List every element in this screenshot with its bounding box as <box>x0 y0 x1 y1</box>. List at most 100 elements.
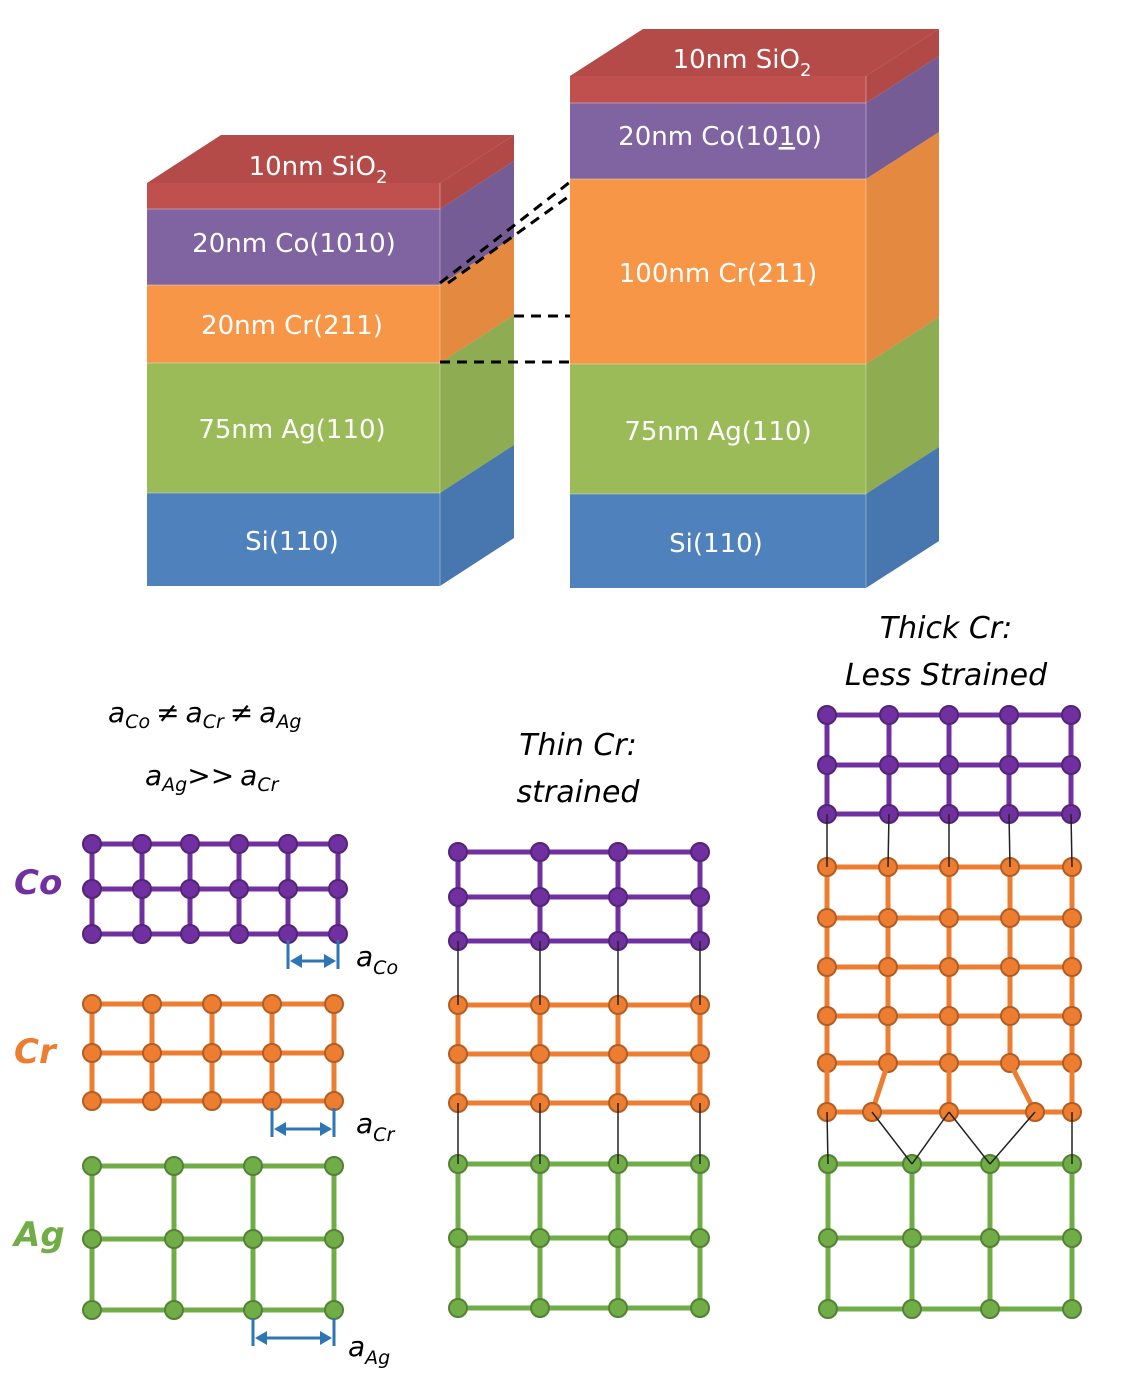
thin-co-lattice <box>448 842 710 951</box>
thick-cr-lattice-atom <box>878 908 898 928</box>
thick-co-lattice-atom <box>1061 705 1081 725</box>
thick-interface-bond <box>989 1111 1036 1165</box>
legend-ag-lattice-atom <box>82 1156 102 1176</box>
right-side-sio2 <box>866 29 939 103</box>
thick-interface-bond <box>871 1111 913 1165</box>
thick-co-lattice-atom <box>939 705 959 725</box>
thick-co-lattice <box>817 705 1081 824</box>
legend-cr-lattice-atom <box>262 1091 282 1111</box>
thin-ag-lattice <box>448 1154 710 1318</box>
thick-interface-bond <box>1008 813 1011 868</box>
legend-co-lattice-atom <box>82 879 102 899</box>
thick-co-lattice-atom <box>1061 755 1081 775</box>
left-layer-cr <box>147 285 440 363</box>
right-layer-sio2 <box>570 76 866 103</box>
legend-co-lattice-atom <box>180 879 200 899</box>
legend-cr-lattice-atom <box>82 1091 102 1111</box>
thick-cr-lattice-atom <box>939 957 959 977</box>
right-side-ag <box>866 317 939 494</box>
thick-ag-lattice-atom <box>818 1228 838 1248</box>
right-label-ag: 75nm Ag(110) <box>624 417 811 447</box>
thin-ag-lattice-atom <box>448 1298 468 1318</box>
thin-title-line2: strained <box>517 775 641 810</box>
thin-ag-lattice-atom <box>530 1298 550 1318</box>
thin-cr-lattice <box>448 995 710 1113</box>
legend-co-lattice-atom <box>278 879 298 899</box>
left-layer-ag <box>147 363 440 493</box>
legend-cr-lattice-atom <box>324 1043 344 1063</box>
thick-interface-bond <box>826 1111 829 1165</box>
right-side-cr <box>866 132 939 364</box>
thick-ag-lattice-atom <box>1062 1299 1082 1319</box>
legend-co-lattice-atom <box>229 879 249 899</box>
left-side-co <box>440 161 514 285</box>
arrow-a-co-head <box>290 954 302 968</box>
thick-cr-lattice-atom <box>878 957 898 977</box>
right-label-cr: 100nm Cr(211) <box>619 259 817 289</box>
legend-cr-lattice-atom <box>324 1091 344 1111</box>
thick-co-lattice-atom <box>879 755 899 775</box>
thin-co-lattice-atom <box>608 887 628 907</box>
left-label-co: 20nm Co(1010) <box>192 229 396 259</box>
right-label-sio2: 10nm SiO2 <box>673 45 812 81</box>
legend-co-lattice-atom <box>82 834 102 854</box>
thin-ag-lattice-atom <box>690 1228 710 1248</box>
thin-ag-lattice-atom <box>448 1228 468 1248</box>
left-side-si <box>440 445 514 586</box>
legend-co-lattice-atom <box>328 879 348 899</box>
thick-cr-lattice-atom <box>939 908 959 928</box>
right-top-face <box>570 29 939 76</box>
left-layer-co <box>147 209 440 285</box>
right-label-si: Si(110) <box>669 529 763 559</box>
legend-cr-lattice-atom <box>142 994 162 1014</box>
label-co: Co <box>14 863 62 903</box>
thick-co-lattice-atom <box>939 755 959 775</box>
thin-co-lattice-atom <box>448 842 468 862</box>
thick-ag-lattice-atom <box>902 1299 922 1319</box>
left-stack: 10nm SiO2 20nm Co(1010) 20nm Cr(211) 75n… <box>147 135 514 586</box>
legend-ag-lattice-atom <box>82 1300 102 1320</box>
legend-co-lattice-atom <box>278 834 298 854</box>
thin-ag-lattice-atom <box>530 1228 550 1248</box>
dashed-connectors <box>439 180 573 364</box>
thick-co-lattice-atom <box>817 755 837 775</box>
thin-co-lattice-atom <box>530 887 550 907</box>
legend-ag-lattice-atom <box>164 1300 184 1320</box>
spacing-label-cr: aCr <box>356 1107 395 1146</box>
legend-cr-lattice-atom <box>142 1043 162 1063</box>
legend-ag-lattice-atom <box>164 1156 184 1176</box>
left-label-sio2: 10nm SiO2 <box>249 152 388 188</box>
left-layer-si <box>147 493 440 586</box>
left-label-si: Si(110) <box>245 527 339 557</box>
thin-ag-lattice-atom <box>690 1298 710 1318</box>
right-side-si <box>866 447 939 588</box>
legend-cr-lattice-atom <box>202 994 222 1014</box>
thin-title-line1: Thin Cr: <box>519 728 637 763</box>
legend-ag-lattice <box>82 1156 344 1320</box>
legend-cr-lattice-atom <box>262 994 282 1014</box>
legend-cr-lattice-atom <box>82 994 102 1014</box>
left-label-cr: 20nm Cr(211) <box>201 311 383 341</box>
thin-co-lattice-atom <box>530 842 550 862</box>
left-layer-sio2 <box>147 183 440 209</box>
arrow-a-cr-head <box>320 1122 332 1136</box>
thick-co-lattice-atom <box>999 705 1019 725</box>
arrow-a-cr <box>270 1108 336 1137</box>
thick-title-line2: Less Strained <box>845 658 1048 693</box>
spacing-label-co: aCo <box>356 940 398 979</box>
thick-cr-lattice-atom <box>1000 957 1020 977</box>
legend-co-lattice-atom <box>132 924 152 944</box>
arrow-a-cr-head <box>274 1122 286 1136</box>
thin-ag-lattice-atom <box>608 1298 628 1318</box>
legend-co-lattice-atom <box>328 834 348 854</box>
legend-ag-lattice-atom <box>243 1156 263 1176</box>
thick-cr-lattice-atom <box>1062 908 1082 928</box>
thick-co-lattice-atom <box>879 705 899 725</box>
legend-co-lattice <box>82 834 348 944</box>
thick-interface-bond <box>911 1111 950 1165</box>
thin-co-lattice-atom <box>690 887 710 907</box>
arrow-a-ag-head <box>255 1331 267 1345</box>
thick-interface-bond <box>948 1111 991 1165</box>
thin-cr-lattice-atom <box>530 1044 550 1064</box>
spacing-label-ag: aAg <box>348 1330 390 1369</box>
